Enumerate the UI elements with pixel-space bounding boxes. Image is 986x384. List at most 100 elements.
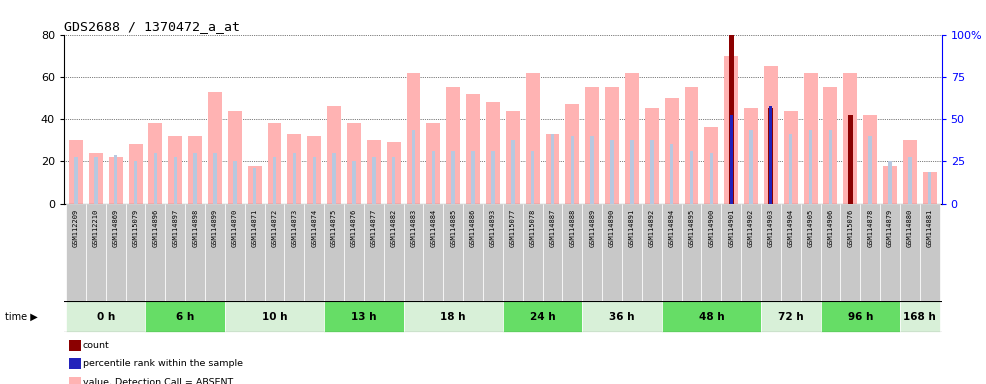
Text: GSM114878: GSM114878	[867, 209, 874, 247]
Bar	[134, 161, 137, 204]
Bar	[784, 111, 798, 204]
Bar	[542, 204, 562, 301]
Bar	[730, 115, 733, 204]
Bar	[463, 204, 483, 301]
Bar	[347, 123, 361, 204]
Bar	[789, 134, 793, 204]
Bar	[645, 109, 659, 204]
Bar	[820, 301, 900, 332]
Text: GSM115077: GSM115077	[510, 209, 516, 247]
Bar	[273, 157, 276, 204]
Bar	[166, 204, 185, 301]
Bar	[630, 140, 634, 204]
Bar	[888, 161, 891, 204]
Bar	[267, 123, 281, 204]
Bar	[903, 140, 917, 204]
Bar	[684, 88, 698, 204]
Text: time ▶: time ▶	[5, 312, 37, 322]
Bar	[690, 151, 693, 204]
Bar	[313, 157, 316, 204]
Text: GSM112210: GSM112210	[93, 209, 99, 247]
Text: GSM115076: GSM115076	[847, 209, 853, 247]
Bar	[729, 35, 734, 204]
Bar	[391, 157, 395, 204]
Text: GSM114870: GSM114870	[232, 209, 238, 247]
Text: GSM114901: GSM114901	[729, 209, 735, 247]
Bar	[146, 204, 166, 301]
Text: GSM114874: GSM114874	[312, 209, 317, 247]
Bar	[701, 204, 721, 301]
Text: GSM114883: GSM114883	[410, 209, 416, 247]
Text: GSM114898: GSM114898	[192, 209, 198, 247]
Bar	[208, 92, 222, 204]
Text: GSM114889: GSM114889	[590, 209, 596, 247]
Text: GSM114890: GSM114890	[609, 209, 615, 247]
Text: 10 h: 10 h	[262, 312, 287, 322]
Bar	[849, 134, 852, 204]
Bar	[565, 104, 580, 204]
Text: GSM114869: GSM114869	[112, 209, 118, 247]
Bar	[605, 88, 619, 204]
Text: GSM114881: GSM114881	[927, 209, 933, 247]
Bar	[491, 151, 495, 204]
Bar	[551, 134, 554, 204]
Bar	[403, 204, 423, 301]
Bar	[583, 301, 662, 332]
Bar	[185, 204, 205, 301]
Bar	[744, 109, 758, 204]
Text: percentile rank within the sample: percentile rank within the sample	[83, 359, 243, 368]
Text: GSM114894: GSM114894	[669, 209, 674, 247]
Bar	[174, 157, 177, 204]
Bar	[86, 204, 106, 301]
Bar	[128, 144, 143, 204]
Bar	[530, 151, 534, 204]
Bar	[486, 102, 500, 204]
Bar	[583, 204, 602, 301]
Text: GSM114877: GSM114877	[371, 209, 377, 247]
Bar	[704, 127, 718, 204]
Bar	[247, 166, 261, 204]
Bar	[863, 115, 878, 204]
Bar	[169, 136, 182, 204]
Text: 18 h: 18 h	[441, 312, 466, 322]
Text: GSM114876: GSM114876	[351, 209, 357, 247]
Bar	[327, 106, 341, 204]
Bar	[188, 136, 202, 204]
Bar	[324, 301, 403, 332]
Bar	[452, 151, 455, 204]
Text: 13 h: 13 h	[351, 312, 377, 322]
Bar	[466, 94, 480, 204]
Bar	[681, 204, 701, 301]
Bar	[245, 204, 264, 301]
Bar	[769, 130, 773, 204]
Bar	[225, 204, 245, 301]
Bar	[149, 123, 163, 204]
Bar	[503, 301, 583, 332]
Bar	[883, 166, 897, 204]
Bar	[730, 115, 733, 204]
Bar	[820, 204, 840, 301]
Bar	[225, 301, 324, 332]
Text: value, Detection Call = ABSENT: value, Detection Call = ABSENT	[83, 377, 233, 384]
Text: GSM114875: GSM114875	[331, 209, 337, 247]
Bar	[125, 204, 146, 301]
Text: 72 h: 72 h	[778, 312, 804, 322]
Bar	[840, 204, 860, 301]
Text: 168 h: 168 h	[903, 312, 936, 322]
Bar	[253, 168, 256, 204]
Bar	[562, 204, 583, 301]
Text: GSM115078: GSM115078	[529, 209, 535, 247]
Bar	[928, 172, 932, 204]
Bar	[721, 204, 741, 301]
Text: GDS2688 / 1370472_a_at: GDS2688 / 1370472_a_at	[64, 20, 240, 33]
Bar	[848, 115, 853, 204]
Text: GSM114902: GSM114902	[748, 209, 754, 247]
Bar	[642, 204, 662, 301]
Bar	[923, 172, 937, 204]
Text: GSM114882: GSM114882	[390, 209, 396, 247]
Text: GSM114872: GSM114872	[271, 209, 277, 247]
Bar	[193, 153, 197, 204]
Bar	[591, 136, 594, 204]
Bar	[900, 204, 920, 301]
Text: 24 h: 24 h	[529, 312, 555, 322]
